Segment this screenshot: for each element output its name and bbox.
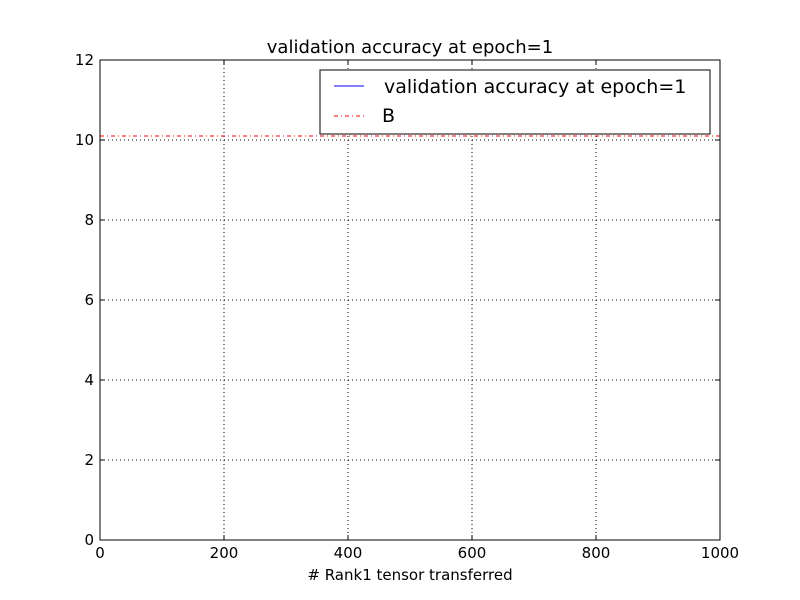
- y-tick-label: 2: [84, 451, 94, 469]
- x-tick-label: 0: [95, 544, 105, 562]
- chart-title: validation accuracy at epoch=1: [267, 37, 553, 58]
- legend: validation accuracy at epoch=1 B: [319, 69, 711, 135]
- x-tick-label: 800: [582, 544, 611, 562]
- y-tick-label: 4: [84, 371, 94, 389]
- legend-box: [319, 69, 711, 135]
- y-tick-label: 10: [75, 131, 94, 149]
- y-tick-label: 12: [75, 51, 94, 69]
- y-tick-label: 6: [84, 291, 94, 309]
- x-tick-label: 200: [210, 544, 239, 562]
- grid: [100, 60, 720, 540]
- y-tick-label: 8: [84, 211, 94, 229]
- y-tick-label: 0: [84, 531, 94, 549]
- x-tick-label: 600: [458, 544, 487, 562]
- legend-label-series-0: validation accuracy at epoch=1: [384, 76, 686, 98]
- x-tick-label: 400: [334, 544, 363, 562]
- legend-label-series-1: B: [382, 105, 395, 127]
- x-tick-label: 1000: [701, 544, 739, 562]
- x-axis-label: # Rank1 tensor transferred: [307, 566, 512, 584]
- axis-ticks: 0 200 400 600 800 1000 0 2 4 6 8 10 12: [75, 51, 739, 562]
